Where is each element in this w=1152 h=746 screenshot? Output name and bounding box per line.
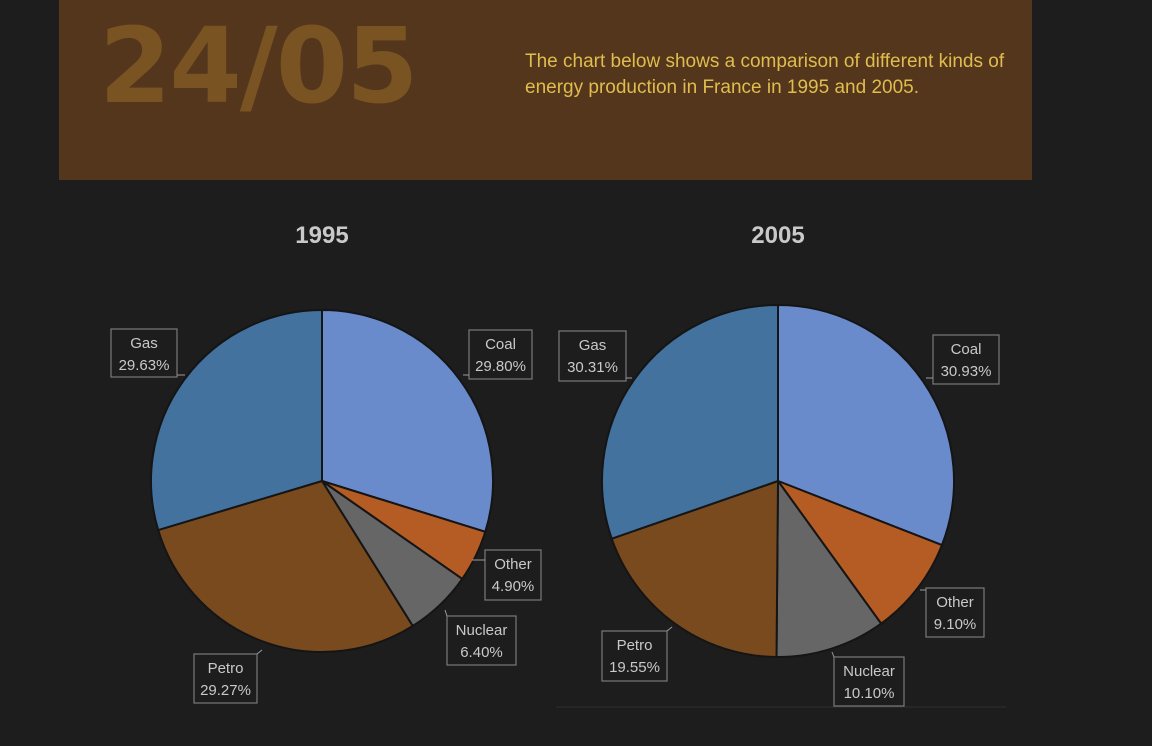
data-label-category: Gas [579,337,607,354]
data-label-nuclear-1995: Nuclear 6.40% [444,609,517,666]
data-label-category: Nuclear [843,663,895,680]
chart-title-2005: 2005 [751,222,804,249]
data-label-value: 9.10% [934,616,977,633]
data-label-value: 30.93% [941,363,992,380]
data-label-box [925,587,985,638]
pie-slice-other-2005 [775,478,944,626]
data-label-other-1995: Other 4.90% [472,549,542,601]
leader-line [666,626,673,632]
data-label-gas-2005: Gas 30.31% [558,330,632,382]
header-banner: 24/05 The chart below shows a comparison… [59,0,1032,180]
data-label-category: Petro [208,660,244,677]
leader-line [256,649,263,655]
leader-line [831,651,835,658]
data-label-value: 6.40% [460,644,503,661]
data-label-coal-1995: Coal 29.80% [463,329,533,380]
chart-description: The chart below shows a comparison of di… [525,51,1005,98]
data-label-petro-2005: Petro 19.55% [601,626,673,682]
data-label-coal-2005: Coal 30.93% [926,334,1000,385]
data-label-box [484,549,542,601]
data-label-category: Other [936,594,974,611]
pie-slice-coal-2005 [777,303,955,547]
data-label-nuclear-2005: Nuclear 10.10% [831,651,905,707]
data-label-box [833,656,905,707]
leader-line [444,609,448,617]
data-label-box [110,328,178,378]
data-label-category: Petro [617,637,653,654]
pie-chart-2005: 2005 Coal 30.93% Other 9.10% Nuclear 10.10% Pe… [558,222,1000,707]
pie-slice-gas-1995 [150,308,323,532]
data-label-box [558,330,627,382]
data-label-box [932,334,1000,385]
data-label-petro-1995: Petro 29.27% [193,649,263,704]
data-label-category: Coal [951,341,982,358]
data-label-box [601,630,668,682]
data-label-box [468,329,533,380]
data-label-value: 29.63% [119,357,170,374]
chart-title-1995: 1995 [295,222,348,249]
pie-chart-1995: 1995 Coal 29.80% Other 4.90% Nuclear 6.40% Pet… [110,222,542,704]
data-label-other-2005: Other 9.10% [920,587,985,638]
pie-slice-gas-2005 [601,303,779,540]
data-label-value: 4.90% [492,578,535,595]
pie-slice-nuclear-2005 [775,477,883,658]
data-label-category: Gas [130,335,158,352]
data-label-box [446,615,517,666]
data-label-value: 10.10% [844,685,895,702]
data-label-box [193,653,258,704]
data-label-category: Coal [485,336,516,353]
pie-slice-petro-1995 [156,479,415,653]
data-label-category: Other [494,556,532,573]
data-label-gas-1995: Gas 29.63% [110,328,185,378]
pie-slice-coal-1995 [321,308,494,534]
date-heading: 24/05 [99,5,418,127]
data-label-category: Nuclear [456,622,508,639]
data-label-value: 19.55% [609,659,660,676]
data-label-value: 29.80% [475,358,526,375]
data-label-value: 30.31% [567,359,618,376]
data-label-value: 29.27% [200,682,251,699]
